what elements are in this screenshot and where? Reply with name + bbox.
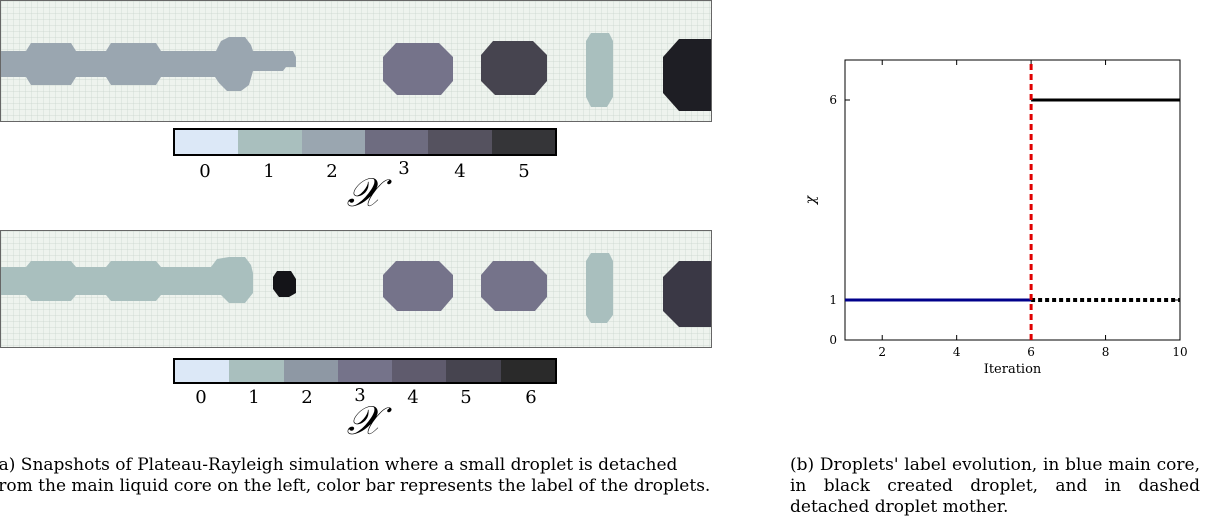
- plot-frame: [844, 59, 1181, 341]
- colorbar-top-tick-4: 4: [454, 161, 466, 182]
- snapshot-bottom-svg: [1, 231, 711, 347]
- colorbar-top-tick-5: 5: [518, 161, 530, 182]
- droplet-main-core: [1, 37, 296, 91]
- colorbar-top-tick-0: 0: [199, 161, 211, 182]
- droplet-3: [383, 261, 453, 311]
- colorbar-bottom-seg-4: [392, 360, 447, 382]
- snapshot-top-svg: [1, 1, 711, 121]
- colorbar-bottom-tick-6: 6: [525, 387, 537, 408]
- colorbar-bottom-tick-4: 4: [407, 387, 419, 408]
- colorbar-bottom-seg-3: [337, 360, 393, 382]
- droplet-3: [383, 43, 453, 95]
- colorbar-top-tick-1: 1: [263, 161, 275, 182]
- snapshot-bottom: [0, 230, 712, 348]
- droplet-1: [586, 33, 613, 107]
- droplet-4: [481, 41, 547, 95]
- colorbar-bottom-label: 𝒳: [346, 398, 382, 444]
- colorbar-bottom: [173, 358, 557, 384]
- caption-b: (b) Droplets' label evolution, in blue m…: [790, 455, 1200, 517]
- colorbar-bottom-tick-5: 5: [460, 387, 472, 408]
- y-tick-label: 0: [829, 333, 837, 347]
- colorbar-bottom-tick-0: 0: [195, 387, 207, 408]
- x-tick-label: 6: [1027, 345, 1035, 359]
- colorbar-bottom-seg-5: [446, 360, 501, 382]
- colorbar-top-seg-3: [364, 130, 429, 154]
- y-axis-label: χ: [803, 194, 819, 205]
- colorbar-bottom-seg-6: [500, 360, 555, 382]
- colorbar-top-seg-1: [238, 130, 302, 154]
- colorbar-top-seg-4: [428, 130, 492, 154]
- x-tick-label: 10: [1172, 345, 1187, 359]
- colorbar-bottom-seg-2: [283, 360, 338, 382]
- label-evolution-chart: 2 4 6 8 10 0 1 6 Iteration χ: [803, 59, 1188, 377]
- colorbar-bottom-tick-3: 3: [354, 385, 366, 406]
- droplet-4: [481, 261, 547, 311]
- colorbar-bottom-tick-2: 2: [301, 387, 313, 408]
- droplet-5: [663, 39, 711, 111]
- colorbar-top-seg-2: [301, 130, 365, 154]
- x-tick-label: 8: [1102, 345, 1110, 359]
- y-tick-label: 6: [829, 93, 837, 107]
- y-tick-label: 1: [829, 293, 837, 307]
- colorbar-top-seg-0: [175, 130, 239, 154]
- x-tick-label: 2: [878, 345, 886, 359]
- colorbar-bottom-seg-1: [229, 360, 284, 382]
- droplet-main-core: [1, 257, 253, 303]
- colorbar-top-seg-5: [491, 130, 555, 154]
- colorbar-top-tick-2: 2: [326, 161, 338, 182]
- colorbar-top-tick-3: 3: [398, 158, 410, 179]
- colorbar-bottom-tick-1: 1: [248, 387, 260, 408]
- caption-a: (a) Snapshots of Plateau-Rayleigh simula…: [0, 455, 711, 496]
- x-axis-label: Iteration: [984, 362, 1042, 377]
- colorbar-top-label: 𝒳: [346, 170, 382, 216]
- x-tick-label: 4: [953, 345, 961, 359]
- colorbar-top: [173, 128, 557, 156]
- colorbar-bottom-seg-0: [175, 360, 230, 382]
- snapshot-top: [0, 0, 712, 122]
- droplet-5: [663, 261, 711, 327]
- droplet-1: [586, 253, 613, 323]
- droplet-new: [273, 271, 296, 297]
